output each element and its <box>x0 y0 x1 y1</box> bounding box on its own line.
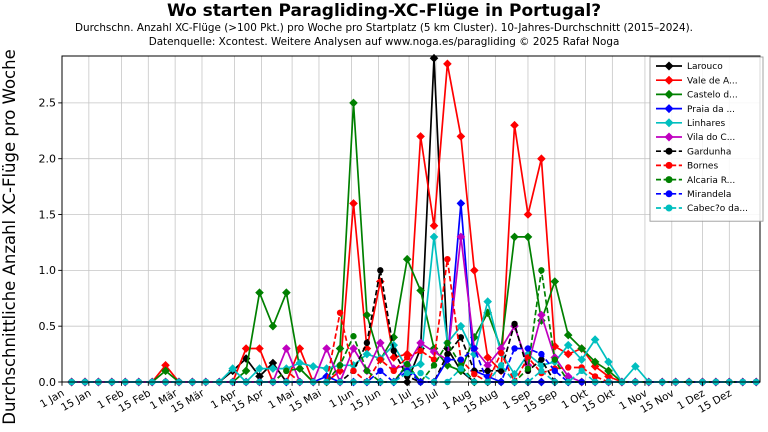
series-praia-da <box>67 199 761 387</box>
legend-label: Linhares <box>687 119 725 129</box>
x-tick-label: 15 Jan <box>59 387 93 414</box>
y-tick-label: 0.5 <box>39 320 57 333</box>
legend-marker <box>664 104 674 114</box>
series-markers-praia-da <box>67 199 761 387</box>
y-axis-label: Durchschnittliche Anzahl XC-Flüge pro Wo… <box>0 49 19 424</box>
legend-marker <box>665 161 673 169</box>
x-tick-label: 15 Jun <box>349 387 383 414</box>
legend-marker <box>664 132 674 142</box>
legend-label: Castelo d... <box>687 91 738 101</box>
x-tick-label: 15 Apr <box>230 387 267 415</box>
legend-label: Praia da ... <box>687 105 735 115</box>
chart-subtitle-1: Durchschn. Anzahl XC-Flüge (>100 Pkt.) p… <box>75 22 693 34</box>
legend-marker <box>665 204 673 212</box>
legend-marker <box>665 176 673 184</box>
x-tick-label: 15 Jul <box>409 387 440 412</box>
y-tick-label: 1.5 <box>39 208 57 221</box>
legend-marker <box>665 147 673 155</box>
legend-marker <box>664 118 674 128</box>
x-tick-label: 1 Jul <box>388 387 413 409</box>
y-tick-label: 0.0 <box>39 376 57 389</box>
chart-title: Wo starten Paragliding-XC-Flüge in Portu… <box>166 1 602 21</box>
legend-label: Cabec?o da... <box>687 204 748 214</box>
legend-marker <box>665 190 673 198</box>
legend-label: Vila do C... <box>687 133 735 143</box>
y-tick-label: 2.0 <box>39 153 57 166</box>
legend-label: Gardunha <box>687 147 731 157</box>
legend-label: Alcaria R... <box>687 176 735 186</box>
chart-subtitle-2: Datenquelle: Xcontest. Weitere Analysen … <box>148 36 620 48</box>
legend-label: Bornes <box>687 162 718 172</box>
y-tick-label: 2.5 <box>39 97 57 110</box>
legend-marker <box>664 61 674 71</box>
legend-label: Larouco <box>687 62 723 72</box>
y-tick-label: 1.0 <box>39 264 57 277</box>
legend: Larouco Vale de A... Castelo d... Praia da … <box>649 56 764 222</box>
legend-label: Mirandela <box>687 190 731 200</box>
legend-marker <box>664 75 674 85</box>
legend-marker <box>664 89 674 99</box>
legend-label: Vale de A... <box>687 76 738 86</box>
